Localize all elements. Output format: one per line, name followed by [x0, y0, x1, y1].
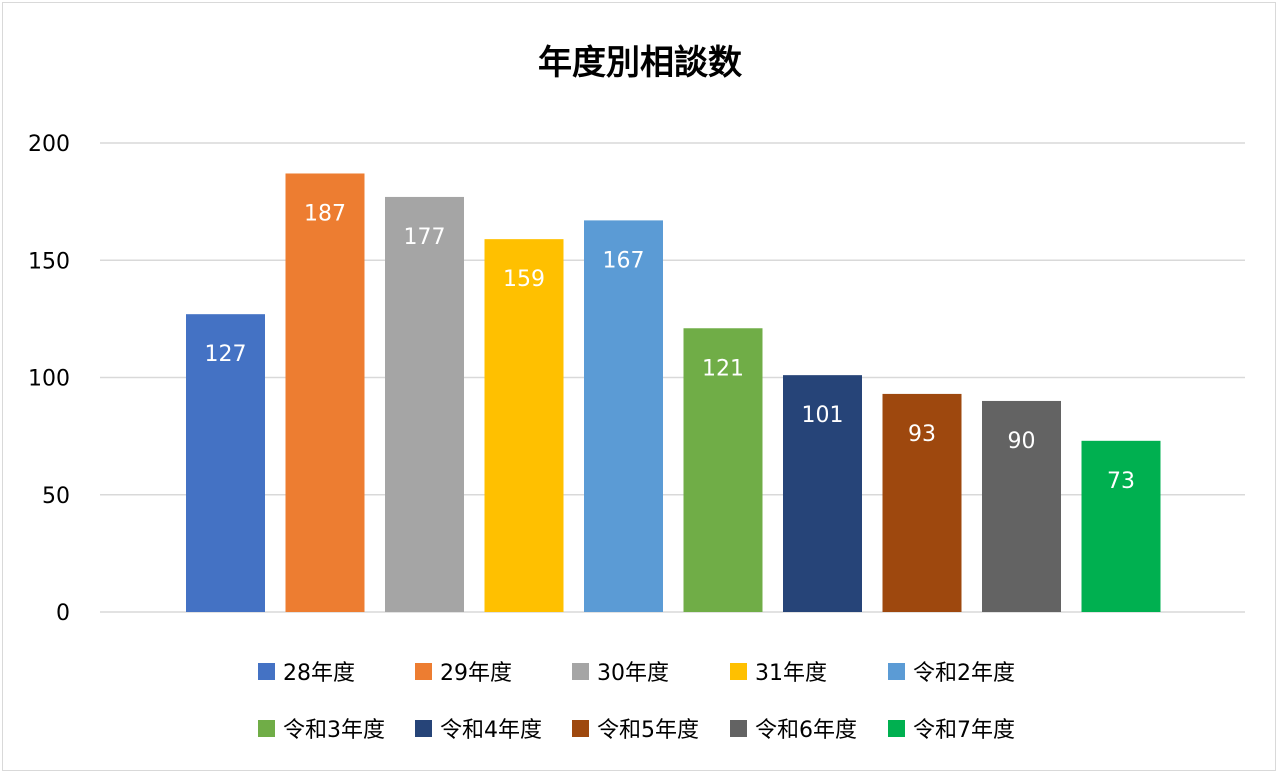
legend-label: 28年度: [283, 661, 355, 686]
bar-data-label: 101: [802, 403, 844, 428]
bar-data-label: 121: [702, 356, 744, 381]
legend-label: 令和2年度: [913, 661, 1015, 686]
bar: [484, 239, 564, 612]
legend-swatch: [730, 720, 747, 737]
bar: [385, 196, 464, 612]
legend-label: 令和4年度: [440, 718, 542, 743]
legend-label: 31年度: [755, 661, 827, 686]
bar-data-label: 159: [503, 267, 545, 292]
legend-label: 29年度: [440, 661, 512, 686]
bar-data-label: 73: [1107, 469, 1135, 494]
bar-data-label: 177: [404, 225, 446, 250]
legend-label: 令和5年度: [597, 718, 699, 743]
legend-swatch: [415, 663, 432, 680]
bar: [1081, 440, 1161, 612]
legend-swatch: [730, 663, 747, 680]
bar-data-label: 90: [1008, 429, 1036, 454]
legend-swatch: [888, 663, 905, 680]
legend-label: 令和6年度: [755, 718, 857, 743]
legend-swatch: [888, 720, 905, 737]
y-tick-label: 50: [42, 484, 70, 509]
legend-swatch: [258, 663, 275, 680]
y-tick-label: 100: [28, 367, 70, 392]
bar: [584, 220, 663, 612]
bar: [285, 173, 365, 613]
legend-label: 令和7年度: [913, 718, 1015, 743]
bar: [982, 400, 1061, 612]
bar-data-label: 93: [908, 422, 936, 447]
legend-swatch: [415, 720, 432, 737]
legend-swatch: [572, 720, 589, 737]
y-tick-label: 150: [28, 249, 70, 274]
bar-data-label: 167: [603, 248, 645, 273]
legend-swatch: [258, 720, 275, 737]
bar-data-label: 187: [304, 201, 346, 226]
y-tick-label: 200: [28, 132, 70, 157]
bar: [186, 314, 265, 612]
y-tick-label: 0: [56, 601, 70, 626]
bar-data-label: 127: [205, 342, 247, 367]
chart-title: 年度別相談数: [538, 43, 742, 83]
y-axis-ticks: 0 50 100 150 200: [28, 132, 70, 626]
legend-label: 令和3年度: [283, 718, 385, 743]
bar: [882, 393, 962, 612]
bar: [783, 375, 862, 612]
bars: [186, 173, 1161, 613]
bar: [683, 328, 763, 612]
legend-label: 30年度: [597, 661, 669, 686]
legend-swatch: [572, 663, 589, 680]
gridlines: [100, 142, 1245, 613]
data-labels: 127 187 177 159 167 121 101 93 90 73: [205, 201, 1136, 493]
